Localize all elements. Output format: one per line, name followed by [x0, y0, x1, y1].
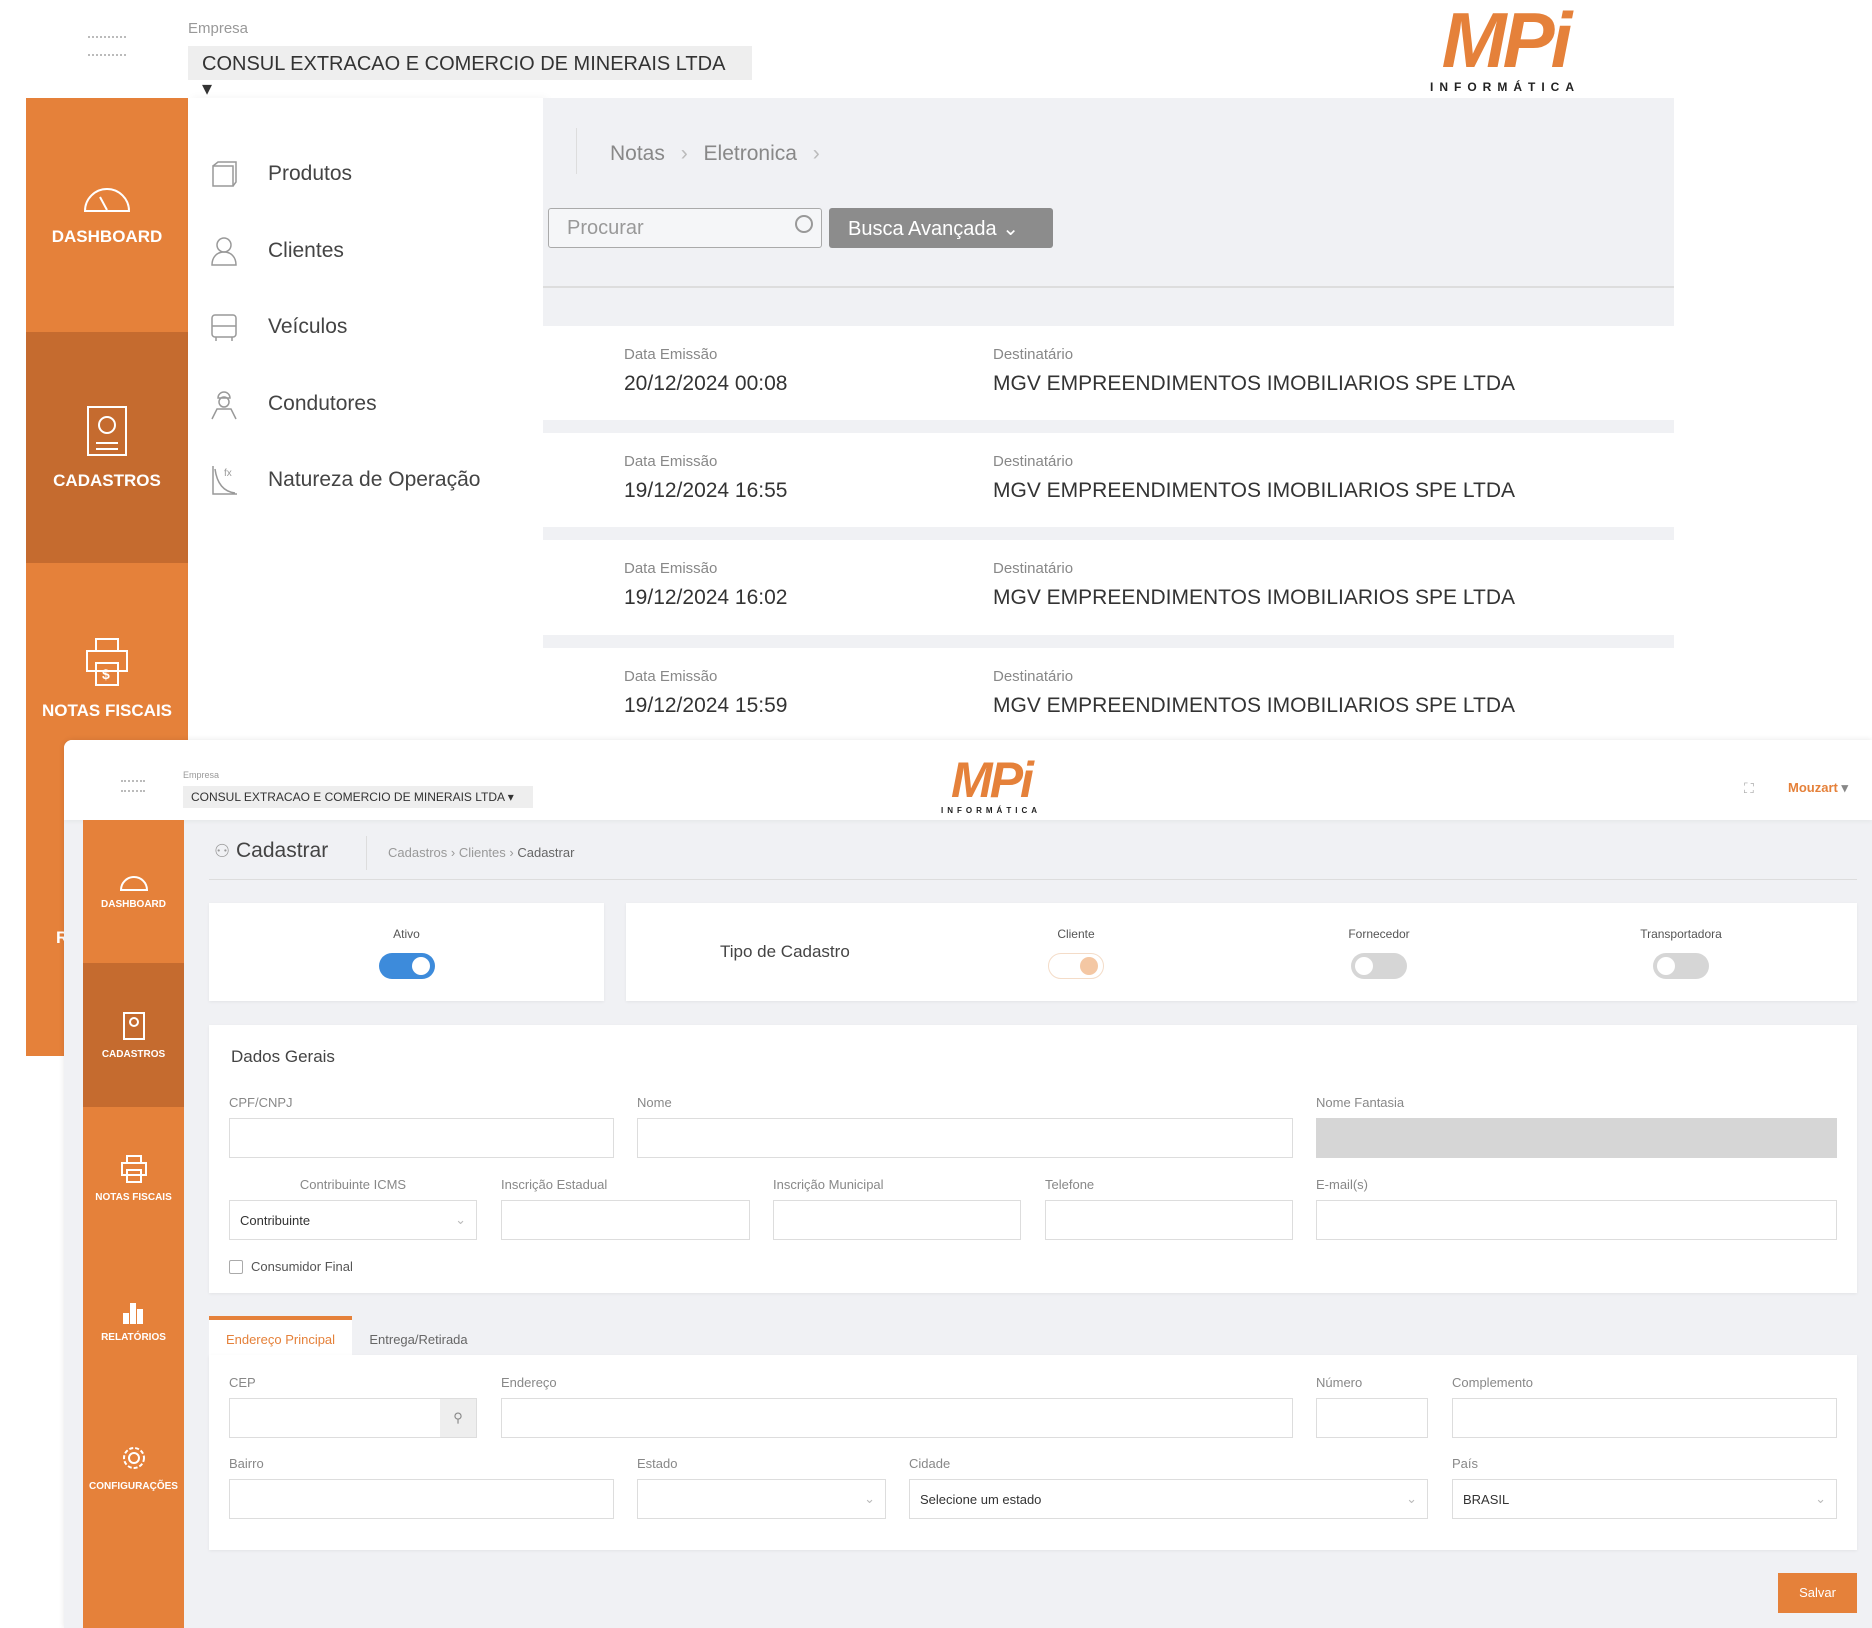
complemento-input[interactable] [1452, 1398, 1837, 1438]
dados-gerais-card: Dados Gerais CPF/CNPJ Nome Nome Fantasia… [209, 1025, 1857, 1293]
sidebar-item-cadastros[interactable]: CADASTROS [83, 963, 184, 1107]
sidebar: DASHBOARD CADASTROS NOTAS FISCAIS RELATÓ… [83, 820, 184, 1628]
nome-fantasia-input [1316, 1118, 1837, 1158]
cpf-cnpj-input[interactable] [229, 1118, 614, 1158]
breadcrumb-notas[interactable]: Notas [610, 142, 665, 165]
company-select[interactable]: CONSUL EXTRACAO E COMERCIO DE MINERAIS L… [183, 786, 533, 808]
breadcrumb: Notas › Eletronica › [610, 142, 820, 165]
breadcrumb: Cadastros › Clientes › Cadastrar [388, 845, 575, 860]
sidebar-item-notas-fiscais[interactable]: NOTAS FISCAIS [83, 1107, 184, 1250]
submenu-natureza-operacao[interactable]: fx Natureza de Operação [210, 464, 480, 496]
breadcrumb-clientes[interactable]: Clientes [458, 845, 506, 860]
submenu-produtos[interactable]: Produtos [210, 160, 352, 188]
submenu-veiculos[interactable]: Veículos [210, 312, 347, 342]
sidebar-item-relatorios[interactable]: RELATÓRIOS [83, 1250, 184, 1395]
bar-chart-icon [122, 1303, 143, 1324]
company-select[interactable]: CONSUL EXTRACAO E COMERCIO DE MINERAIS L… [188, 46, 752, 100]
tab-endereco-principal[interactable]: Endereço Principal [209, 1316, 352, 1355]
menu-toggle-icon[interactable] [121, 780, 145, 792]
email-input[interactable] [1316, 1200, 1837, 1240]
mpi-logo: MPi INFORMÁTICA [1430, 0, 1580, 94]
truck-icon [211, 314, 237, 341]
cidade-select[interactable]: Selecione um estado ⌄ [909, 1479, 1428, 1519]
invoice-row[interactable]: Data Emissão 20/12/2024 00:08 Destinatário… [543, 326, 1674, 420]
consumidor-final-checkbox[interactable]: Consumidor Final [229, 1259, 353, 1274]
cliente-toggle[interactable] [1048, 953, 1104, 979]
address-card: CEP ⚲ Endereço Número Complemento Bairro… [209, 1355, 1857, 1550]
mpi-logo: MPi INFORMÁTICA [941, 752, 1041, 815]
sidebar-item-configuracoes[interactable]: CONFIGURAÇÕES [83, 1395, 184, 1540]
estado-select[interactable]: ⌄ [637, 1479, 886, 1519]
nome-input[interactable] [637, 1118, 1293, 1158]
company-label: Empresa [183, 770, 220, 780]
box-icon [212, 161, 237, 187]
user-icon [211, 237, 237, 266]
submenu-panel [188, 98, 543, 740]
endereco-input[interactable] [501, 1398, 1293, 1438]
numero-input[interactable] [1316, 1398, 1428, 1438]
invoice-row[interactable]: Data Emissão 19/12/2024 16:55 Destinatário… [543, 433, 1674, 527]
submenu-clientes[interactable]: Clientes [210, 236, 344, 266]
tab-entrega-retirada[interactable]: Entrega/Retirada [369, 1332, 468, 1347]
sidebar-item-notas-fiscais[interactable]: $ NOTAS FISCAIS [26, 563, 188, 794]
sidebar-item-dashboard[interactable]: DASHBOARD [26, 98, 188, 332]
contribuinte-icms-select[interactable]: Contribuinte ⌄ [229, 1200, 477, 1240]
user-icon: ⚇ [214, 841, 231, 861]
cep-input[interactable]: ⚲ [229, 1398, 477, 1438]
menu-toggle-icon[interactable] [88, 36, 126, 56]
fullscreen-icon[interactable]: ⛶ [1744, 780, 1754, 796]
ativo-card: Ativo [209, 903, 604, 1001]
transportadora-toggle[interactable] [1653, 953, 1709, 979]
company-label: Empresa [188, 20, 249, 37]
tipo-cadastro-card: Tipo de Cadastro Cliente Fornecedor Tran… [626, 903, 1857, 1001]
printer-dollar-icon [120, 1155, 147, 1183]
speedometer-icon [119, 876, 148, 891]
sidebar-item-cadastros[interactable]: CADASTROS [26, 332, 188, 563]
sidebar-item-dashboard[interactable]: DASHBOARD [83, 820, 184, 963]
inscricao-estadual-input[interactable] [501, 1200, 750, 1240]
inscricao-municipal-input[interactable] [773, 1200, 1021, 1240]
driver-icon [211, 391, 237, 420]
printer-dollar-icon: $ [86, 637, 128, 686]
breadcrumb-eletronica[interactable]: Eletronica [703, 142, 797, 165]
save-button[interactable]: Salvar [1778, 1573, 1857, 1613]
chevron-down-icon: ⌄ [1002, 218, 1019, 240]
bairro-input[interactable] [229, 1479, 614, 1519]
user-menu[interactable]: Mouzart ▾ [1788, 780, 1848, 795]
invoice-row[interactable]: Data Emissão 19/12/2024 15:59 Destinatário… [543, 648, 1674, 740]
id-card-icon [87, 405, 127, 456]
id-card-icon [122, 1011, 145, 1040]
function-chart-icon: fx [212, 466, 237, 495]
advanced-search-button[interactable]: Busca Avançada ⌄ [829, 208, 1053, 248]
ativo-toggle[interactable] [379, 953, 435, 979]
page-title: ⚇ Cadastrar [214, 839, 329, 862]
breadcrumb-cadastros[interactable]: Cadastros [388, 845, 448, 860]
search-icon[interactable]: ⚲ [440, 1399, 476, 1437]
speedometer-icon [83, 188, 131, 212]
gear-icon [122, 1447, 145, 1469]
submenu-condutores[interactable]: Condutores [210, 388, 377, 420]
svg-text:$: $ [102, 666, 110, 682]
pais-select[interactable]: BRASIL ⌄ [1452, 1479, 1837, 1519]
search-input[interactable]: Procurar [548, 208, 822, 248]
search-icon[interactable] [795, 215, 813, 233]
fornecedor-toggle[interactable] [1351, 953, 1407, 979]
telefone-input[interactable] [1045, 1200, 1293, 1240]
front-window: Empresa CONSUL EXTRACAO E COMERCIO DE MI… [64, 740, 1872, 1628]
invoice-row[interactable]: Data Emissão 19/12/2024 16:02 Destinatário… [543, 540, 1674, 635]
svg-text:fx: fx [224, 468, 232, 479]
company-value: CONSUL EXTRACAO E COMERCIO DE MINERAIS L… [202, 53, 725, 75]
